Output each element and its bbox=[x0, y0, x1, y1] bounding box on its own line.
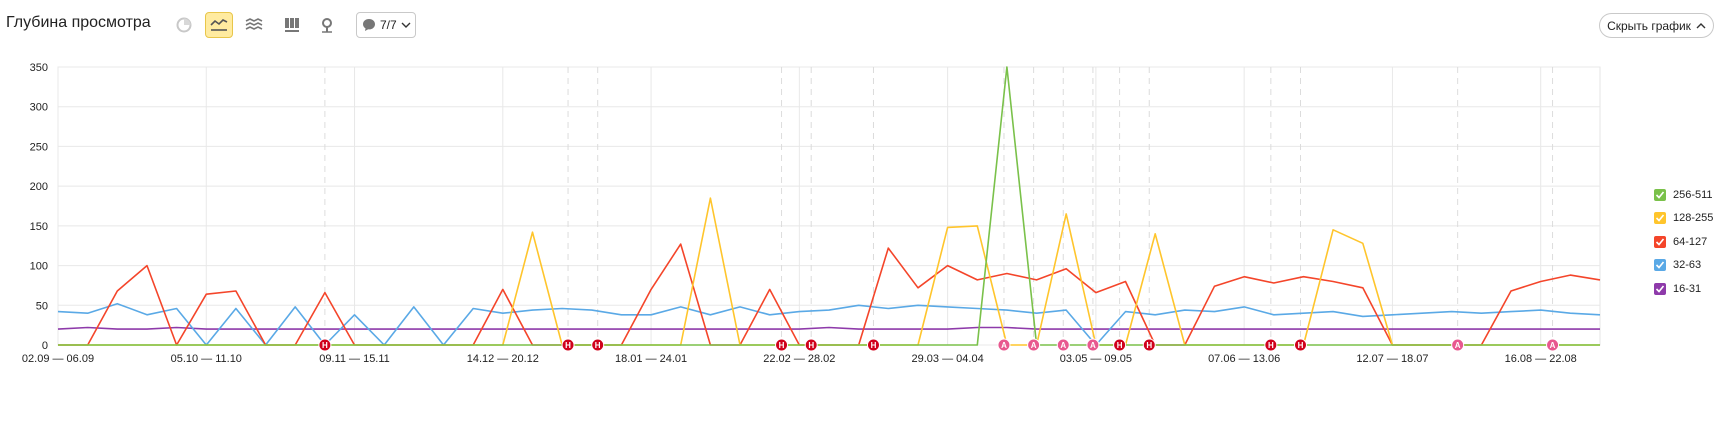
annotation-marker bbox=[591, 338, 605, 352]
y-tick-label: 250 bbox=[30, 141, 48, 153]
series-line-32-63 bbox=[57, 302, 1601, 346]
x-tick-label: 22.02 — 28.02 bbox=[763, 353, 835, 365]
legend-checkbox[interactable] bbox=[1654, 212, 1666, 225]
annotation-marker bbox=[1451, 338, 1465, 352]
y-tick-label: 150 bbox=[30, 221, 48, 233]
map-pin-icon bbox=[322, 18, 332, 33]
legend-item-128-255[interactable]: 128-255 bbox=[1654, 207, 1713, 231]
annotation-label: А bbox=[1001, 341, 1007, 350]
legend-item-256-511[interactable]: 256-511 bbox=[1654, 183, 1713, 207]
x-tick-label: 09.11 — 15.11 bbox=[319, 353, 390, 365]
x-tick-label: 03.05 — 09.05 bbox=[1060, 353, 1132, 365]
annotation-marker bbox=[804, 338, 818, 352]
area-chart-icon bbox=[245, 18, 263, 30]
y-tick-label: 200 bbox=[30, 181, 48, 193]
legend-label: 32-63 bbox=[1673, 259, 1702, 272]
annotation-label: Н bbox=[1146, 341, 1152, 350]
legend-label: 16-31 bbox=[1673, 282, 1702, 295]
legend-label: 64-127 bbox=[1673, 235, 1708, 248]
annotation-marker bbox=[1546, 338, 1560, 352]
annotation-label: Н bbox=[565, 341, 571, 350]
y-tick-label: 50 bbox=[36, 300, 48, 312]
annotation-label: А bbox=[1060, 341, 1066, 350]
y-tick-label: 0 bbox=[42, 340, 48, 352]
line-chart-icon bbox=[210, 19, 228, 31]
annotation-marker bbox=[561, 338, 575, 352]
chart-legend: 256-511 128-255 64-127 32-63 16-31 bbox=[1654, 183, 1713, 301]
annotation-marker bbox=[1293, 338, 1307, 352]
bar-chart-icon bbox=[285, 18, 299, 32]
series-line-256-511 bbox=[58, 66, 1600, 346]
annotation-label: А bbox=[1455, 341, 1461, 350]
annotation-label: Н bbox=[595, 341, 601, 350]
annotation-marker bbox=[318, 338, 332, 352]
annotation-label: А bbox=[1550, 341, 1556, 350]
checkmark-icon bbox=[1655, 214, 1665, 222]
annotation-label: Н bbox=[808, 341, 814, 350]
y-tick-label: 350 bbox=[30, 62, 48, 74]
line-chart: 0 50 100 150 200 250 300 350 02.09 — 06.09 05.10 … bbox=[22, 62, 1601, 365]
map-button[interactable] bbox=[313, 12, 341, 38]
pie-chart-icon bbox=[176, 17, 192, 33]
bar-chart-button[interactable] bbox=[278, 12, 306, 38]
legend-checkbox[interactable] bbox=[1654, 259, 1666, 272]
pie-chart-button[interactable] bbox=[170, 12, 198, 38]
chevron-down-icon bbox=[401, 22, 411, 28]
annotation-marker bbox=[1086, 338, 1100, 352]
x-tick-label: 12.07 — 18.07 bbox=[1356, 353, 1428, 365]
page-title: Глубина просмотра bbox=[6, 14, 151, 31]
legend-item-32-63[interactable]: 32-63 bbox=[1654, 254, 1713, 278]
legend-item-16-31[interactable]: 16-31 bbox=[1654, 277, 1713, 301]
speech-bubble-icon bbox=[363, 19, 375, 31]
x-tick-label: 18.01 — 24.01 bbox=[615, 353, 687, 365]
checkmark-icon bbox=[1655, 191, 1665, 199]
annotation-marker bbox=[775, 338, 789, 352]
hide-chart-label: Скрыть график bbox=[1607, 18, 1691, 33]
annotation-marker bbox=[997, 338, 1011, 352]
annotation-marker bbox=[1056, 338, 1070, 352]
annotation-label: Н bbox=[779, 341, 785, 350]
annotation-marker bbox=[1113, 338, 1127, 352]
checkmark-icon bbox=[1655, 238, 1665, 246]
annotation-label: Н bbox=[1117, 341, 1123, 350]
legend-item-64-127[interactable]: 64-127 bbox=[1654, 230, 1713, 254]
annotation-label: Н bbox=[1268, 341, 1274, 350]
notes-dropdown[interactable]: 7/7 bbox=[356, 12, 416, 38]
checkmark-icon bbox=[1655, 285, 1665, 293]
legend-label: 128-255 bbox=[1673, 212, 1714, 225]
area-chart-button[interactable] bbox=[240, 12, 268, 38]
checkmark-icon bbox=[1655, 261, 1665, 269]
annotation-label: А bbox=[1031, 341, 1037, 350]
annotation-marker bbox=[1142, 338, 1156, 352]
annotation-label: Н bbox=[322, 341, 328, 350]
notes-count: 7/7 bbox=[380, 18, 397, 32]
x-tick-label: 02.09 — 06.09 bbox=[22, 353, 94, 365]
series-line-128-255 bbox=[58, 197, 1600, 346]
x-tick-label: 07.06 — 13.06 bbox=[1208, 353, 1280, 365]
y-tick-label: 300 bbox=[30, 102, 48, 114]
chevron-up-icon bbox=[1696, 22, 1706, 28]
legend-checkbox[interactable] bbox=[1654, 235, 1666, 248]
annotation-marker bbox=[1027, 338, 1041, 352]
annotation-marker bbox=[866, 338, 880, 352]
hide-chart-button[interactable]: Скрыть график bbox=[1599, 13, 1714, 38]
x-tick-label: 05.10 — 11.10 bbox=[171, 353, 242, 365]
line-chart-button[interactable] bbox=[205, 12, 233, 38]
legend-checkbox[interactable] bbox=[1654, 188, 1666, 201]
plot-area bbox=[57, 66, 1601, 346]
legend-checkbox[interactable] bbox=[1654, 282, 1666, 295]
annotation-label: Н bbox=[1298, 341, 1304, 350]
annotation-marker bbox=[1264, 338, 1278, 352]
series-line-16-31 bbox=[57, 326, 1600, 330]
y-tick-label: 100 bbox=[30, 261, 48, 273]
annotation-label: А bbox=[1090, 341, 1096, 350]
x-tick-label: 14.12 — 20.12 bbox=[467, 353, 539, 365]
annotation-label: Н bbox=[871, 341, 877, 350]
x-tick-label: 29.03 — 04.04 bbox=[912, 353, 984, 365]
x-tick-label: 16.08 — 22.08 bbox=[1505, 353, 1577, 365]
legend-label: 256-511 bbox=[1673, 188, 1713, 201]
